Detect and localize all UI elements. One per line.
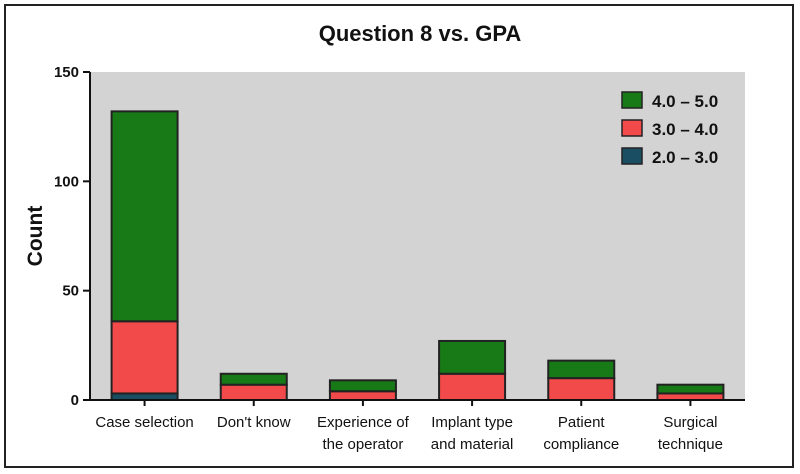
y-tick-label: 50: [62, 283, 79, 300]
legend-label: 4.0 – 5.0: [652, 92, 718, 111]
bar-segment: [656, 383, 725, 395]
bar-segment: [219, 372, 288, 386]
bar-segment: [438, 372, 507, 402]
chart-title: Question 8 vs. GPA: [319, 21, 522, 46]
bar-segment: [438, 339, 507, 375]
y-tick-label: 150: [54, 64, 79, 81]
plot-area: [90, 72, 745, 400]
y-tick-label: 100: [54, 173, 79, 190]
bar-segment: [547, 359, 616, 380]
x-category-label: Case selection: [95, 414, 193, 431]
x-category-label: Don't know: [217, 414, 291, 431]
bar-segment: [110, 110, 179, 323]
bar-segment: [110, 320, 179, 395]
y-axis-label: Count: [24, 206, 47, 267]
legend-label: 2.0 – 3.0: [652, 148, 718, 167]
bar-segment: [547, 377, 616, 401]
x-category-label: Surgical technique: [658, 414, 723, 453]
x-category-label: Patient compliance: [543, 414, 619, 453]
bar-segment: [328, 390, 397, 401]
x-category-label: Experience of the operator: [317, 414, 410, 453]
bar-segment: [328, 379, 397, 393]
legend-swatch: [621, 91, 643, 109]
y-tick-label: 0: [71, 392, 79, 409]
x-category-label: Implant type and material: [431, 414, 514, 453]
bar-segment: [219, 383, 288, 401]
legend-swatch: [621, 119, 643, 137]
legend-swatch: [621, 147, 643, 165]
legend-label: 3.0 – 4.0: [652, 120, 718, 139]
